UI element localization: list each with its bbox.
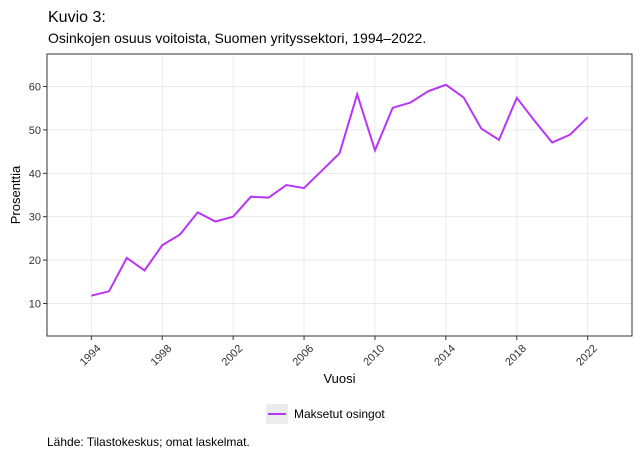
y-tick-label: 60	[29, 82, 41, 94]
figure-title: Osinkojen osuus voitoista, Suomen yritys…	[48, 30, 427, 46]
x-tick-label: 2010	[361, 343, 387, 369]
legend-label: Maksetut osingot	[294, 407, 385, 421]
y-tick-label: 10	[29, 298, 41, 310]
source-note: Lähde: Tilastokeskus; omat laskelmat.	[47, 435, 250, 449]
series-lines	[91, 83, 589, 297]
x-tick-label: 2006	[290, 343, 316, 369]
y-axis-title: Prosenttia	[8, 165, 23, 224]
y-tick-label: 30	[29, 212, 41, 224]
x-axis-title: Vuosi	[323, 371, 355, 386]
x-tick-label: 1998	[149, 343, 175, 369]
y-tick-label: 50	[29, 125, 41, 137]
x-tick-label: 1994	[78, 343, 104, 369]
legend: Maksetut osingot	[266, 404, 385, 424]
y-tick-label: 20	[29, 255, 41, 267]
x-axis-ticks: 1994 1998 2002 2006 2010 2014 2018 2022	[78, 336, 600, 369]
y-axis-ticks: 10 20 30 40 50 60	[29, 82, 47, 310]
figure-label: Kuvio 3:	[48, 9, 106, 26]
series-line-0	[91, 83, 589, 297]
x-tick-label: 2018	[503, 343, 529, 369]
plot-panel-border	[46, 53, 633, 337]
x-tick-label: 2014	[432, 343, 458, 369]
line-chart: 10 20 30 40 50 60 1994 1998 2002 2006 2010 2014 201…	[8, 53, 633, 424]
x-tick-label: 2022	[574, 343, 600, 369]
x-tick-label: 2002	[220, 343, 246, 369]
grid-lines	[47, 54, 632, 336]
y-tick-label: 40	[29, 168, 41, 180]
